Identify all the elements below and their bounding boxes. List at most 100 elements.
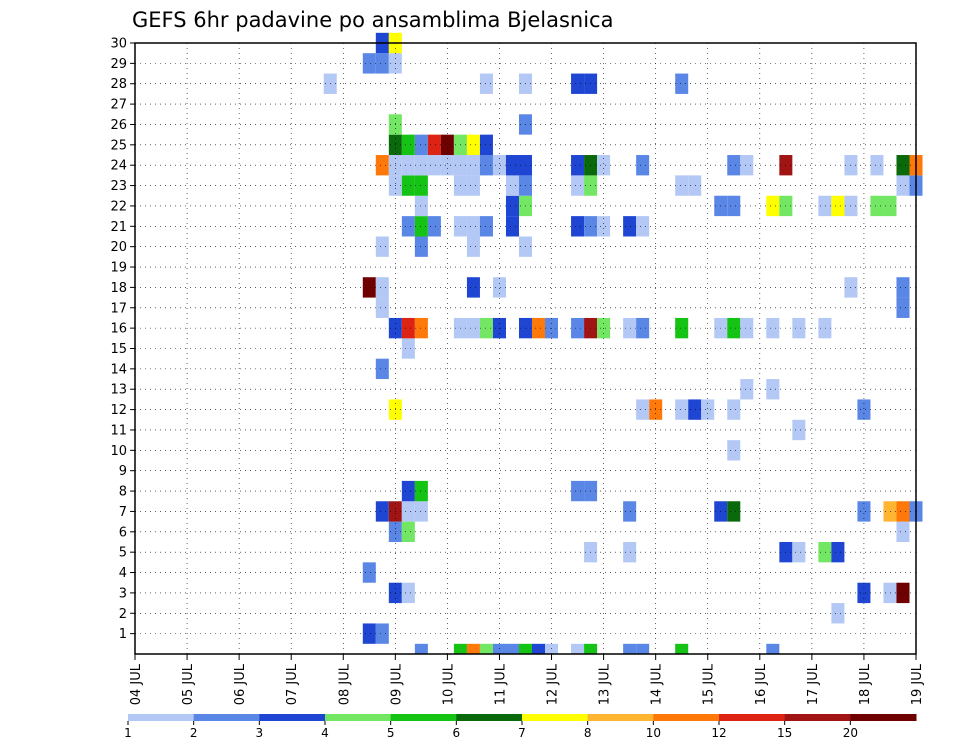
heatmap-cell [857, 501, 871, 522]
legend-swatch [784, 714, 851, 721]
y-tick-label: 2 [119, 607, 127, 622]
heatmap-cell [792, 317, 806, 339]
x-axis: 04 JUL 05 JUL 06 JUL 07 JUL 08 JUL 09 JUL 10 J… [129, 654, 925, 705]
heatmap-cell [740, 317, 754, 339]
heatmap-cell [571, 155, 585, 176]
x-tick-label: 11 JUL [493, 663, 508, 705]
heatmap-cell [584, 643, 598, 654]
heatmap-cell [466, 134, 480, 156]
legend-swatch [456, 714, 523, 721]
heatmap-cell [362, 623, 376, 644]
heatmap-cell [896, 501, 910, 522]
heatmap-cell [414, 216, 428, 237]
x-tick-label: 08 JUL [337, 663, 352, 705]
heatmap-cell [623, 541, 637, 563]
heatmap-cell [623, 643, 637, 654]
heatmap-cell [675, 73, 689, 94]
heatmap-cell [532, 643, 546, 654]
heatmap-cell [375, 53, 389, 74]
heatmap-cell [427, 134, 441, 156]
heatmap-cell [427, 216, 441, 237]
heatmap-cell [414, 317, 428, 339]
x-tick-label: 10 JUL [441, 663, 456, 705]
heatmap-cell [414, 643, 428, 654]
y-tick-label: 1 [119, 627, 127, 642]
heatmap-cell [505, 175, 519, 196]
heatmap-cell [466, 236, 480, 257]
heatmap-cell [414, 480, 428, 502]
heatmap-cell [414, 236, 428, 257]
heatmap-cell [896, 155, 910, 176]
heatmap-cell [571, 643, 585, 654]
legend-swatch [587, 714, 654, 721]
heatmap-cell [532, 317, 546, 339]
heatmap-cell [375, 623, 389, 644]
y-tick-label: 14 [110, 362, 127, 377]
heatmap-cell [597, 155, 611, 176]
heatmap-cell [466, 175, 480, 196]
heatmap-cell [766, 643, 780, 654]
legend-swatch [325, 714, 392, 721]
heatmap-cell [792, 541, 806, 563]
heatmap-cell [623, 501, 637, 522]
heatmap-cell [766, 379, 780, 400]
heatmap-cell [740, 155, 754, 176]
y-tick-label: 7 [119, 505, 127, 520]
heatmap-cell [636, 643, 650, 654]
heatmap-cell [857, 582, 871, 604]
heatmap-cell [414, 155, 428, 176]
heatmap-cell [675, 399, 689, 420]
heatmap-cell [479, 73, 493, 94]
heatmap-cell [571, 216, 585, 237]
x-tick-label: 19 JUL [910, 663, 925, 705]
heatmap-cell [375, 236, 389, 257]
legend-swatch [719, 714, 786, 721]
y-tick-label: 8 [119, 485, 127, 500]
heatmap-cell [362, 562, 376, 583]
heatmap-cell [401, 155, 415, 176]
y-tick-label: 16 [110, 322, 127, 337]
heatmap-cell [623, 216, 637, 237]
heatmap-cell [896, 582, 910, 604]
y-tick-label: 26 [110, 118, 127, 133]
legend-label: 2 [190, 726, 198, 740]
heatmap-cell [727, 399, 741, 420]
legend-swatch [653, 714, 720, 721]
heatmap-cell [571, 317, 585, 339]
legend-swatch [850, 714, 917, 721]
y-tick-label: 9 [119, 464, 127, 479]
heatmap-cell [414, 195, 428, 217]
legend-label: 3 [256, 726, 264, 740]
heatmap-cell [362, 53, 376, 74]
heatmap-cell [401, 521, 415, 542]
chart-title: GEFS 6hr padavine po ansamblima Bjelasni… [132, 8, 613, 32]
legend-label: 10 [646, 726, 661, 740]
heatmap-cell [727, 317, 741, 339]
heatmap-cell [375, 358, 389, 380]
y-tick-label: 12 [110, 403, 127, 418]
heatmap-cell [870, 195, 884, 217]
y-tick-label: 21 [110, 220, 127, 235]
x-tick-label: 16 JUL [754, 663, 769, 705]
heatmap-cell [375, 297, 389, 318]
heatmap-cell [401, 582, 415, 604]
legend-label: 8 [584, 726, 592, 740]
y-tick-label: 22 [110, 199, 127, 214]
heatmap-cell [453, 643, 467, 654]
x-tick-label: 18 JUL [858, 663, 873, 705]
color-legend: 1 2 3 4 5 6 7 8 10 12 15 20 [124, 714, 917, 740]
heatmap-cell [505, 155, 519, 176]
heatmap-cell [427, 155, 441, 176]
heatmap-cell [466, 155, 480, 176]
heatmap-cell [505, 216, 519, 237]
heatmap-cell [636, 399, 650, 420]
heatmap-cell [518, 643, 533, 654]
y-axis: 1234567891011121314151617181920212223242… [110, 37, 135, 642]
y-tick-label: 24 [110, 159, 127, 174]
heatmap-cell [375, 155, 389, 176]
y-tick-label: 10 [110, 444, 127, 459]
heatmap-cell [636, 317, 650, 339]
heatmap-cell [571, 480, 585, 502]
heatmap-cell [479, 155, 493, 176]
heatmap-cell [571, 175, 585, 196]
